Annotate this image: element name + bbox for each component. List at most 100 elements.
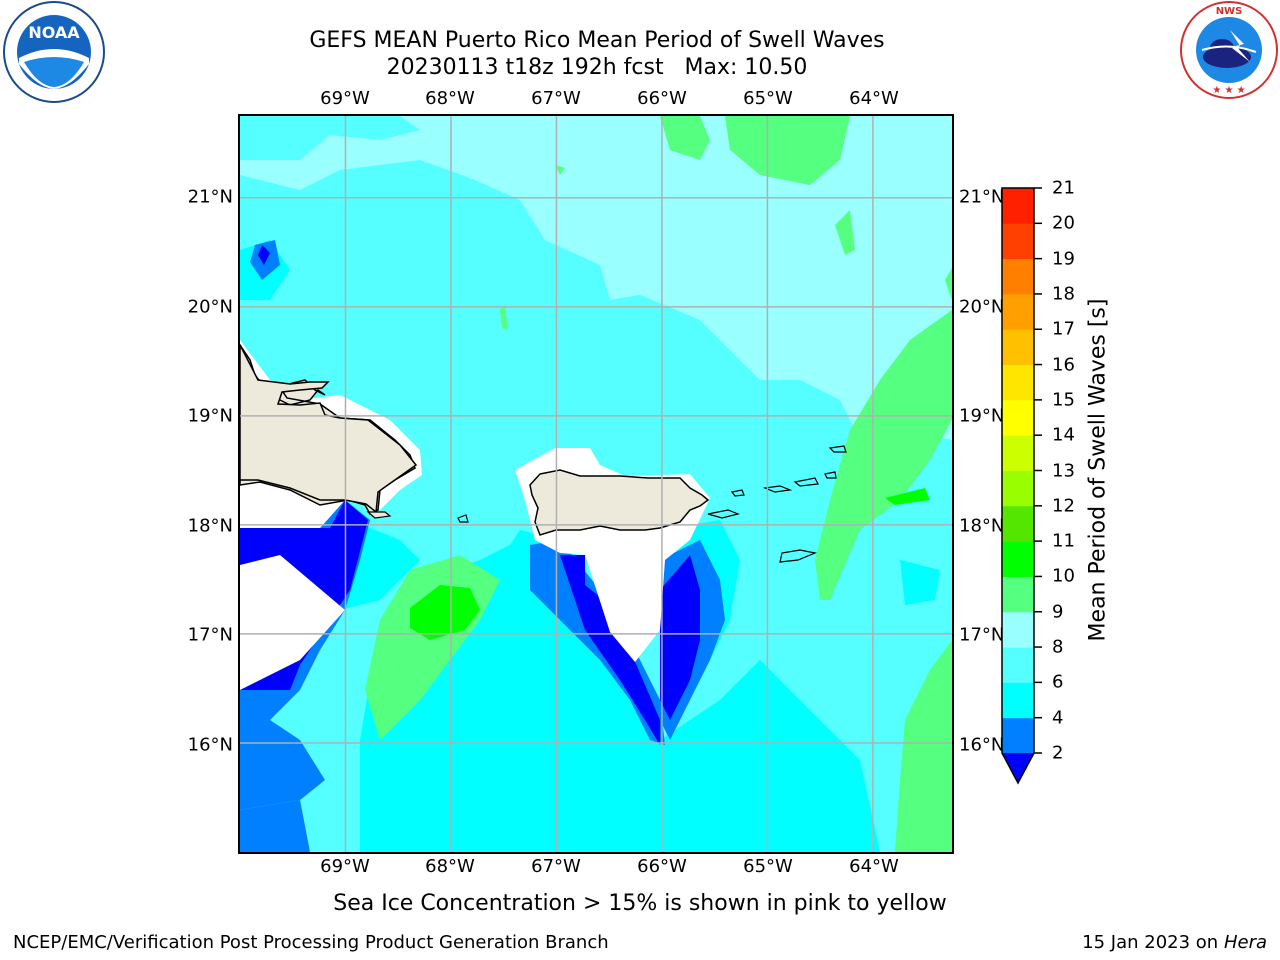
colorbar-tick-label: 4 [1052, 707, 1064, 729]
island [762, 485, 793, 493]
colorbar-segment [1002, 541, 1034, 577]
colorbar-segment [1002, 258, 1034, 295]
contour-band-below-2 [660, 555, 700, 720]
colorbar-segment [1002, 470, 1034, 507]
colorbar-segment [1002, 364, 1034, 401]
colorbar-segment [1002, 399, 1034, 436]
colorbar-tick-label: 12 [1052, 495, 1075, 517]
colorbar-tick-label: 9 [1052, 601, 1064, 623]
contour-band-below-2 [560, 555, 660, 745]
island [707, 509, 740, 519]
lat-label-left: 16°N [187, 734, 233, 756]
colorbar-tick-label: 6 [1052, 671, 1064, 693]
contour-band-4-6 [900, 560, 940, 605]
colorbar-segment [1002, 293, 1034, 330]
colorbar-segment [1002, 647, 1034, 683]
svg-text:NWS: NWS [1216, 6, 1243, 17]
island [366, 511, 392, 519]
map-plot-area [238, 114, 954, 854]
lat-label-left: 18°N [187, 515, 233, 537]
colorbar-segment [1002, 435, 1034, 471]
colorbar-segment [1002, 717, 1034, 754]
colorbar-tick-label: 17 [1052, 318, 1075, 340]
masked-area [240, 555, 345, 690]
lat-label-right: 19°N [959, 405, 1005, 427]
colorbar [1001, 187, 1042, 785]
contour-band-below-2 [258, 245, 270, 265]
contour-band-9-10 [895, 640, 952, 852]
footer-date: 15 Jan 2023 on Hera [1082, 932, 1267, 953]
island [793, 477, 819, 487]
lon-label-top: 64°W [849, 88, 899, 109]
contour-band-9-10 [835, 210, 855, 255]
contour-band-6-8 [240, 116, 420, 160]
contour-band-9-10 [945, 268, 952, 300]
colorbar-segment [1002, 611, 1034, 648]
nws-logo: NWS ★ ★ ★ [1178, 0, 1280, 104]
lon-label-top: 68°W [425, 88, 475, 109]
colorbar-segment [1002, 223, 1034, 260]
colorbar-tick-label: 14 [1052, 424, 1075, 446]
lon-label-bottom: 65°W [743, 856, 793, 877]
lon-label-top: 69°W [320, 88, 370, 109]
colorbar-tick-label: 10 [1052, 565, 1075, 587]
noaa-logo: NOAA [2, 0, 106, 108]
island [779, 549, 818, 563]
lat-label-left: 17°N [187, 624, 233, 646]
sea-ice-note: Sea Ice Concentration > 15% is shown in … [333, 891, 947, 916]
chart-title: GEFS MEAN Puerto Rico Mean Period of Swe… [309, 28, 885, 53]
lon-label-top: 66°W [637, 88, 687, 109]
colorbar-tick-label: 16 [1052, 354, 1075, 376]
colorbar-segment [1002, 188, 1034, 224]
contour-band-9-10 [725, 116, 850, 185]
colorbar-tick-label: 11 [1052, 530, 1075, 552]
chart-subtitle: 20230113 t18z 192h fcst Max: 10.50 [386, 55, 808, 80]
lon-label-bottom: 64°W [849, 856, 899, 877]
contour-band-9-10 [660, 116, 710, 160]
colorbar-tick-label: 2 [1052, 742, 1064, 764]
colorbar-segment [1002, 329, 1034, 366]
lon-label-top: 65°W [743, 88, 793, 109]
footer-host: Hera [1223, 932, 1267, 953]
colorbar-segment [1002, 505, 1034, 542]
contour-band-9-10 [500, 305, 508, 330]
footer-credit: NCEP/EMC/Verification Post Processing Pr… [13, 932, 609, 953]
colorbar-tick-label: 18 [1052, 283, 1075, 305]
lat-label-right: 16°N [959, 734, 1005, 756]
lat-label-right: 20°N [959, 296, 1005, 318]
lat-label-right: 17°N [959, 624, 1005, 646]
island [730, 489, 745, 497]
lat-label-right: 18°N [959, 515, 1005, 537]
lon-label-bottom: 66°W [637, 856, 687, 877]
lat-label-right: 21°N [959, 186, 1005, 208]
contour-band-6-8 [440, 320, 610, 390]
colorbar-tick-label: 8 [1052, 636, 1064, 658]
contour-band-10-11 [410, 585, 480, 640]
svg-text:★ ★ ★: ★ ★ ★ [1212, 85, 1245, 96]
footer-date-text: 15 Jan 2023 on [1082, 932, 1224, 953]
contour-band-2-4 [240, 800, 310, 852]
contour-band-9-10 [815, 310, 952, 600]
colorbar-tick-label: 19 [1052, 248, 1075, 270]
colorbar-extend-min [1002, 753, 1034, 783]
colorbar-tick-label: 20 [1052, 212, 1075, 234]
island [457, 514, 469, 523]
island [828, 445, 847, 453]
map-gridlines [240, 116, 952, 852]
lon-label-bottom: 68°W [425, 856, 475, 877]
island [824, 471, 837, 479]
colorbar-tick-label: 13 [1052, 460, 1075, 481]
svg-text:NOAA: NOAA [28, 23, 80, 42]
lat-label-left: 20°N [187, 296, 233, 318]
lon-label-bottom: 67°W [531, 856, 581, 877]
colorbar-outline [1001, 187, 1035, 785]
colorbar-segment [1002, 576, 1034, 613]
lon-label-bottom: 69°W [320, 856, 370, 877]
lon-label-top: 67°W [531, 88, 581, 109]
colorbar-tick-label: 21 [1052, 177, 1075, 199]
contour-band-4-6 [360, 540, 880, 852]
contour-band-10-11 [885, 488, 930, 505]
colorbar-label: Mean Period of Swell Waves [s] [1085, 298, 1111, 642]
colorbar-segment [1002, 682, 1034, 719]
hispaniola-land [240, 344, 418, 514]
